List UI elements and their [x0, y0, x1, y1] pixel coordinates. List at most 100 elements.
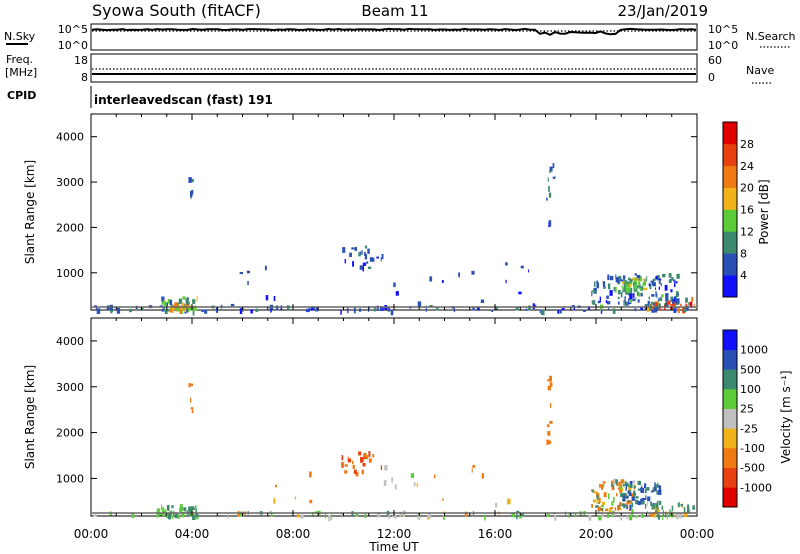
power-cell: [191, 189, 194, 195]
power-cell: [651, 301, 654, 305]
power-cell: [628, 299, 632, 304]
power-cell: [179, 308, 182, 314]
power-cell: [635, 278, 639, 281]
power-cell: [614, 286, 617, 293]
power-cell: [638, 286, 642, 289]
power-cell: [362, 262, 367, 266]
velocity-cell: [688, 510, 691, 514]
power-cell: [215, 307, 219, 313]
velocity-cell: [93, 514, 97, 517]
velocity-cell: [270, 512, 273, 517]
power-cell: [664, 284, 668, 291]
power-cell: [189, 306, 192, 311]
velocity-cell: [641, 501, 645, 505]
velocity-cell: [179, 507, 182, 513]
power-cells: [92, 163, 696, 316]
power-cell: [675, 291, 679, 297]
nave-label: Nave: [746, 64, 774, 77]
velocity-cell: [621, 487, 624, 492]
velocity-cell: [635, 499, 639, 505]
velocity-cell: [658, 509, 661, 512]
velocity-cell: [191, 506, 194, 510]
power-cell: [381, 254, 384, 260]
power-cell: [167, 301, 170, 304]
velocity-cell: [677, 502, 680, 508]
velocity-cell: [300, 514, 304, 519]
power-cell: [178, 298, 183, 305]
velocity-cell: [549, 440, 552, 444]
power-cell: [129, 308, 133, 313]
velocity-cell: [380, 465, 383, 470]
power-cell: [480, 299, 485, 303]
power-cell: [344, 259, 346, 264]
power-cell: [676, 273, 680, 279]
power-cell: [630, 287, 633, 294]
velocity-cell: [675, 512, 679, 519]
power-cell: [340, 309, 342, 315]
power-cell: [629, 294, 633, 300]
velocity-cell: [625, 482, 629, 487]
velocity-cell: [574, 513, 577, 516]
velocity-cell: [616, 482, 619, 487]
power-x-ticks: [90, 114, 698, 310]
velocity-cell: [309, 499, 313, 504]
velocity-colorbar-tick: 500: [740, 363, 761, 376]
power-cell: [255, 308, 259, 312]
velocity-cell: [372, 453, 375, 458]
power-cell: [552, 163, 555, 169]
velocity-cell: [442, 498, 444, 501]
power-cell: [174, 302, 178, 309]
power-cell: [651, 294, 655, 297]
velocity-cell: [651, 504, 655, 510]
power-cell: [518, 291, 522, 295]
power-cell: [140, 307, 144, 310]
power-cell: [161, 308, 164, 312]
power-ytick-label: 4000: [56, 131, 84, 144]
velocity-cell: [650, 501, 652, 506]
power-cell: [347, 307, 349, 314]
power-cell: [606, 301, 611, 305]
power-cell: [607, 283, 611, 290]
power-cell: [685, 297, 688, 303]
power-cell: [672, 298, 675, 304]
velocity-cell: [634, 515, 638, 518]
power-cell: [196, 295, 198, 302]
freq-label: Freq.: [6, 53, 33, 66]
velocity-cell: [619, 482, 622, 487]
velocity-cell: [443, 515, 445, 520]
power-cell: [685, 303, 688, 307]
power-cell: [548, 192, 552, 198]
velocity-cell: [388, 513, 390, 519]
power-cell: [682, 307, 686, 314]
power-cell: [597, 300, 601, 304]
power-cell: [528, 269, 530, 273]
velocity-cell: [612, 484, 615, 490]
velocity-cell: [629, 504, 632, 511]
velocity-cell: [549, 420, 553, 424]
power-cell: [167, 299, 172, 302]
velocity-cell: [652, 487, 655, 492]
power-cell: [342, 247, 346, 253]
power-cell: [639, 277, 642, 281]
velocity-cell: [595, 505, 599, 508]
power-cell: [315, 307, 319, 312]
time-tick-label: 00:00: [74, 527, 109, 541]
power-cell: [393, 282, 396, 288]
power-colorbar-swatch: [723, 209, 737, 232]
velocity-cell: [654, 482, 656, 486]
velocity-cell: [549, 382, 553, 387]
power-cell: [634, 308, 637, 312]
freq-tick-bottom: 8: [81, 71, 88, 84]
power-cell: [615, 274, 617, 280]
velocity-cell: [273, 497, 276, 504]
power-cell: [655, 276, 658, 280]
power-cell: [693, 303, 695, 308]
velocity-cell: [687, 504, 690, 509]
velocity-cell: [680, 504, 683, 507]
power-cell: [515, 307, 519, 311]
velocity-cell: [620, 493, 622, 498]
power-cell: [441, 280, 444, 283]
velocity-cell: [662, 515, 664, 520]
power-cell: [623, 278, 625, 281]
power-cell: [520, 265, 524, 269]
